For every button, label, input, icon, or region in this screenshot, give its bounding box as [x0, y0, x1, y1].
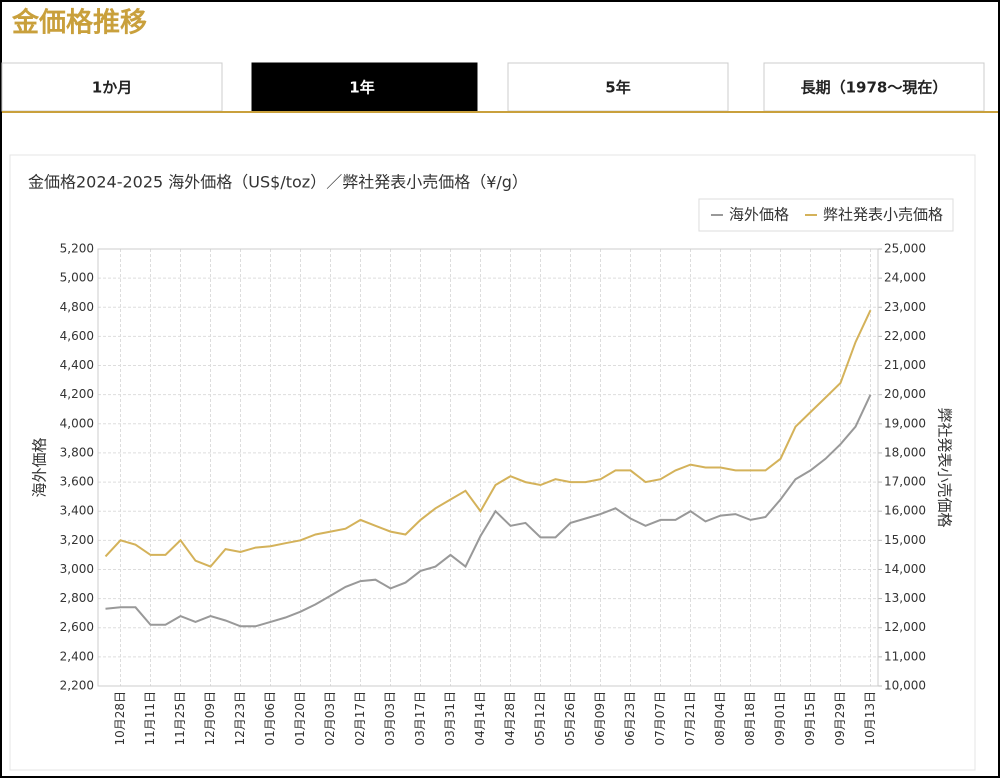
x-tick-label: 10月28日 [113, 691, 127, 746]
tab-box[interactable] [763, 62, 985, 112]
x-tick-label: 05月12日 [533, 691, 547, 746]
x-tick-label: 05月26日 [563, 691, 577, 746]
x-tick-label: 07月07日 [653, 691, 667, 746]
y-tick-label: 2,400 [60, 649, 94, 663]
y-tick-label: 2,200 [60, 679, 94, 693]
y2-tick-label: 17,000 [884, 475, 926, 489]
y2-tick-label: 23,000 [884, 300, 926, 314]
y2-tick-label: 25,000 [884, 242, 926, 256]
y-tick-label: 3,600 [60, 475, 94, 489]
x-tick-label: 06月09日 [593, 691, 607, 746]
legend-label: 弊社発表小売価格 [823, 206, 943, 224]
y-tick-label: 4,800 [60, 300, 94, 314]
y-tick-label: 5,200 [60, 242, 94, 256]
tab-box[interactable] [251, 62, 478, 112]
x-tick-label: 06月23日 [623, 691, 637, 746]
y-tick-label: 4,000 [60, 416, 94, 430]
y2-tick-label: 22,000 [884, 329, 926, 343]
y-tick-label: 3,000 [60, 562, 94, 576]
chart-title: 金価格2024-2025 海外価格（US$/toz）／弊社発表小売価格（¥/g） [28, 173, 528, 192]
x-tick-label: 12月09日 [203, 691, 217, 746]
x-tick-label: 08月04日 [713, 691, 727, 746]
y2-tick-label: 18,000 [884, 445, 926, 459]
x-tick-label: 09月29日 [833, 691, 847, 746]
y2-tick-label: 14,000 [884, 562, 926, 576]
chart: 2,200 2,400 2,600 2,800 3,000 3,200 3,400 3,600… [31, 198, 954, 746]
x-tick-label: 12月23日 [233, 691, 247, 746]
y2-tick-label: 15,000 [884, 533, 926, 547]
x-tick-label: 01月06日 [263, 691, 277, 746]
tab-label[interactable]: 1年 [349, 79, 374, 97]
tab[interactable]: 長期（1978〜現在） [763, 62, 985, 112]
y-tick-label: 3,400 [60, 504, 94, 518]
x-tick-label: 11月25日 [173, 691, 187, 746]
tab-label[interactable]: 5年 [605, 79, 630, 97]
x-tick-label: 01月20日 [293, 691, 307, 746]
x-tick-label: 08月18日 [743, 691, 757, 746]
x-tick-label: 04月28日 [503, 691, 517, 746]
x-tick-label: 07月21日 [683, 691, 697, 746]
y-tick-label: 3,800 [60, 445, 94, 459]
legend: 海外価格 弊社発表小売価格 [698, 198, 954, 232]
tab[interactable]: 1か月 [1, 62, 223, 112]
legend-box [698, 198, 954, 232]
series-line [104, 309, 872, 568]
x-tick-label: 02月03日 [323, 691, 337, 746]
x-tick-label: 10月13日 [863, 691, 877, 746]
y-tick-label: 2,600 [60, 620, 94, 634]
y-tick-label: 2,800 [60, 591, 94, 605]
tab-label[interactable]: 1か月 [92, 79, 132, 97]
tab-box[interactable] [1, 62, 223, 112]
series-line [105, 394, 872, 628]
legend-label: 海外価格 [729, 206, 789, 224]
y-tick-label: 5,000 [60, 271, 94, 285]
y2-tick-label: 19,000 [884, 416, 926, 430]
y2-tick-label: 12,000 [884, 620, 926, 634]
y-tick-label: 4,400 [60, 358, 94, 372]
x-tick-label: 03月17日 [413, 691, 427, 746]
y2-axis-label: 弊社発表小売価格 [936, 407, 954, 527]
y2-tick-label: 10,000 [884, 679, 926, 693]
page-title: 金価格推移 [11, 7, 147, 39]
x-tick-label: 09月15日 [803, 691, 817, 746]
y2-tick-label: 16,000 [884, 504, 926, 518]
y-tick-label: 4,600 [60, 329, 94, 343]
y2-tick-label: 11,000 [884, 649, 926, 663]
x-tick-label: 03月31日 [443, 691, 457, 746]
y-axis-label: 海外価格 [31, 437, 49, 497]
x-tick-label: 04月14日 [473, 691, 487, 746]
y2-tick-label: 21,000 [884, 358, 926, 372]
x-tick-label: 09月01日 [773, 691, 787, 746]
y2-tick-label: 24,000 [884, 271, 926, 285]
y2-tick-label: 20,000 [884, 387, 926, 401]
y2-tick-label: 13,000 [884, 591, 926, 605]
tab-label[interactable]: 長期（1978〜現在） [801, 79, 948, 97]
chart-panel [9, 154, 976, 771]
x-tick-label: 03月03日 [383, 691, 397, 746]
y-tick-label: 3,200 [60, 533, 94, 547]
tab-box[interactable] [507, 62, 729, 112]
x-tick-label: 11月11日 [143, 691, 157, 746]
x-tick-label: 02月17日 [353, 691, 367, 746]
y-tick-label: 4,200 [60, 387, 94, 401]
tab-bar: 1か月 1年 5年 長期（1978〜現在） [1, 62, 985, 112]
plot-border [97, 248, 879, 687]
tab[interactable]: 5年 [507, 62, 729, 112]
tab[interactable]: 1年 [251, 62, 478, 112]
